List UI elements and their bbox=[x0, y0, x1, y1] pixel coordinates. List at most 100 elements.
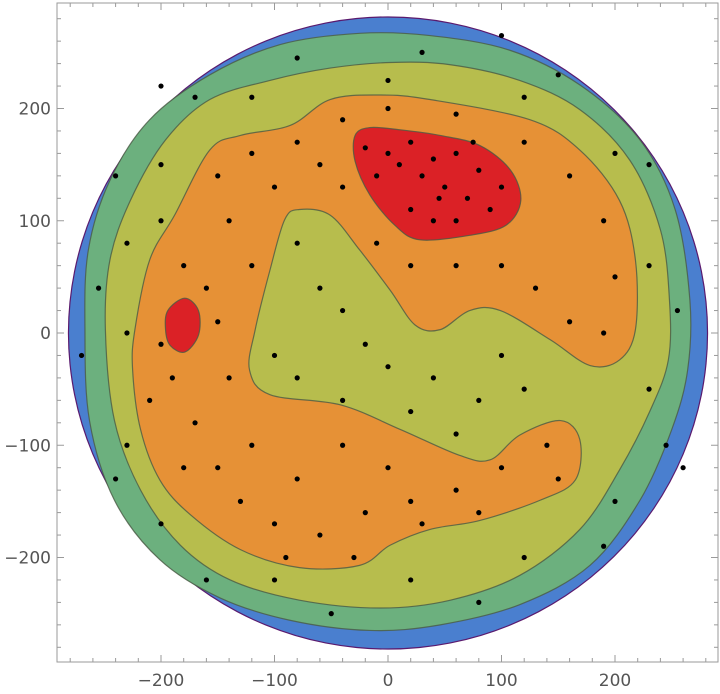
data-point bbox=[453, 218, 459, 224]
data-point bbox=[271, 352, 278, 359]
data-point bbox=[317, 532, 323, 538]
data-point bbox=[362, 341, 368, 347]
data-point bbox=[453, 111, 459, 117]
data-point bbox=[408, 263, 414, 269]
contour-region-level5 bbox=[352, 126, 522, 241]
data-point bbox=[612, 274, 618, 280]
data-point bbox=[470, 139, 476, 145]
y-tick-label: −100 bbox=[4, 436, 51, 456]
data-point bbox=[374, 240, 380, 246]
data-point bbox=[419, 521, 425, 527]
data-point bbox=[158, 218, 164, 224]
data-point bbox=[442, 184, 448, 190]
x-tick-label: 200 bbox=[599, 671, 631, 691]
data-point bbox=[498, 465, 505, 471]
y-tick-label: −200 bbox=[4, 549, 51, 569]
data-point bbox=[498, 263, 505, 269]
data-point bbox=[555, 476, 561, 482]
data-point bbox=[158, 83, 164, 89]
data-point bbox=[680, 465, 686, 471]
data-point bbox=[78, 352, 85, 359]
data-point bbox=[351, 554, 357, 561]
data-point bbox=[192, 94, 198, 100]
data-point bbox=[124, 442, 130, 448]
data-point bbox=[464, 195, 471, 201]
data-point bbox=[612, 150, 618, 156]
y-tick-label: 100 bbox=[19, 212, 51, 232]
data-point bbox=[521, 554, 527, 561]
x-axis-tick-labels: −200 −100 0 100 200 bbox=[138, 671, 632, 691]
data-point bbox=[147, 397, 153, 403]
data-point bbox=[294, 139, 300, 145]
data-point bbox=[601, 330, 607, 336]
data-point bbox=[555, 72, 561, 78]
data-point bbox=[385, 105, 391, 112]
data-point bbox=[294, 55, 300, 61]
data-point bbox=[317, 162, 323, 168]
data-point bbox=[408, 577, 414, 583]
data-point bbox=[226, 218, 232, 224]
data-point bbox=[181, 263, 187, 269]
x-tick-label: −200 bbox=[138, 671, 185, 691]
data-point bbox=[646, 386, 652, 392]
data-point bbox=[408, 139, 414, 145]
y-tick-label: 0 bbox=[40, 324, 51, 344]
data-point bbox=[408, 408, 414, 415]
data-point bbox=[226, 375, 232, 381]
data-point bbox=[271, 521, 278, 527]
data-point bbox=[521, 139, 527, 145]
data-point bbox=[294, 375, 300, 381]
data-point bbox=[487, 206, 493, 213]
data-points bbox=[78, 32, 686, 617]
data-point bbox=[271, 184, 278, 190]
data-point bbox=[340, 307, 346, 314]
data-point bbox=[362, 145, 368, 151]
data-point bbox=[612, 498, 618, 504]
data-point bbox=[113, 476, 119, 482]
data-point bbox=[158, 341, 164, 347]
data-point bbox=[249, 263, 255, 269]
data-point bbox=[340, 442, 346, 448]
data-point bbox=[328, 611, 334, 617]
data-point bbox=[192, 420, 198, 426]
x-tick-label: 100 bbox=[485, 671, 517, 691]
data-point bbox=[567, 319, 573, 325]
axis-ticks bbox=[57, 3, 718, 662]
data-point bbox=[430, 375, 436, 381]
data-point bbox=[419, 49, 425, 55]
data-point bbox=[544, 442, 550, 448]
data-point bbox=[419, 173, 425, 179]
data-point bbox=[385, 77, 391, 84]
data-point bbox=[521, 94, 527, 100]
data-point bbox=[646, 263, 652, 269]
data-point bbox=[95, 285, 102, 291]
y-tick-label: 200 bbox=[19, 100, 51, 120]
data-point bbox=[674, 307, 681, 314]
data-point bbox=[362, 509, 368, 516]
data-point bbox=[124, 330, 130, 336]
contour-region-level5 bbox=[164, 297, 201, 354]
data-point bbox=[294, 240, 300, 246]
data-point bbox=[532, 285, 539, 291]
data-point bbox=[408, 498, 414, 504]
data-point bbox=[453, 150, 459, 156]
data-point bbox=[249, 94, 255, 100]
data-point bbox=[385, 150, 391, 156]
data-point bbox=[215, 173, 221, 179]
data-point bbox=[476, 167, 482, 173]
data-point bbox=[374, 173, 380, 179]
y-axis-tick-labels: −200 −100 0 100 200 bbox=[4, 100, 51, 569]
data-point bbox=[453, 487, 459, 493]
data-point bbox=[215, 319, 221, 325]
data-point bbox=[567, 173, 573, 179]
data-point bbox=[340, 117, 346, 123]
data-point bbox=[408, 206, 414, 213]
data-point bbox=[476, 397, 482, 403]
data-point bbox=[498, 352, 505, 359]
data-point bbox=[521, 386, 527, 392]
data-point bbox=[169, 375, 175, 381]
data-point bbox=[498, 184, 505, 190]
data-point bbox=[385, 465, 391, 471]
data-point bbox=[498, 32, 505, 39]
data-point bbox=[113, 173, 119, 179]
